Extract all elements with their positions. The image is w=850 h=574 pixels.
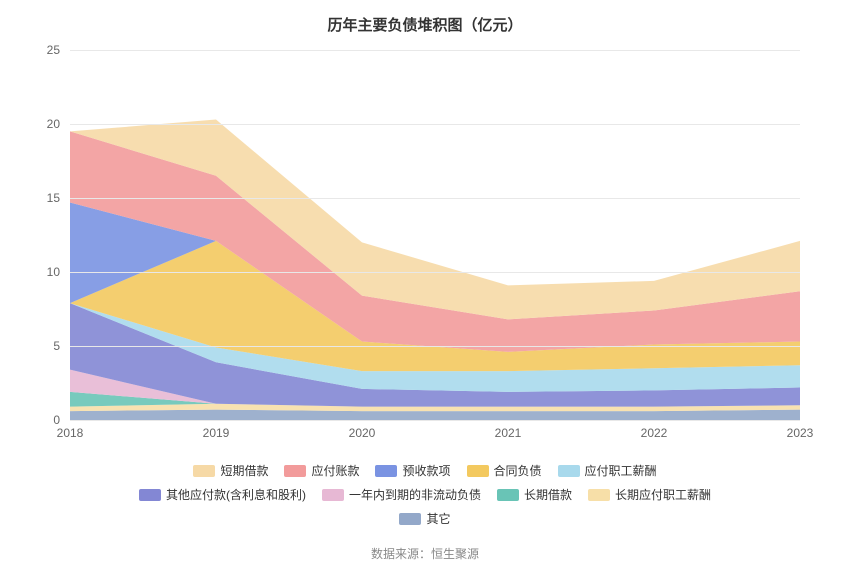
legend-label: 应付职工薪酬 <box>585 460 657 482</box>
legend-swatch <box>284 465 306 477</box>
chart-container: 历年主要负债堆积图（亿元） 05101520252018201920202021… <box>0 0 850 574</box>
legend-item[interactable]: 合同负债 <box>467 460 542 482</box>
legend-row: 短期借款 应付账款 预收款项 合同负债 应付职工薪酬 <box>0 460 850 484</box>
legend-label: 其它 <box>426 508 450 530</box>
legend-item[interactable]: 其他应付款(含利息和股利) <box>139 484 306 506</box>
y-tick-label: 10 <box>47 265 60 279</box>
legend-swatch <box>497 489 519 501</box>
y-tick-label: 0 <box>53 413 60 427</box>
legend-item[interactable]: 长期借款 <box>497 484 572 506</box>
legend-label: 预收款项 <box>402 460 450 482</box>
y-tick-label: 20 <box>47 117 60 131</box>
area-series <box>70 410 800 420</box>
legend-item[interactable]: 预收款项 <box>375 460 450 482</box>
grid-line <box>70 50 800 51</box>
legend-label: 合同负债 <box>494 460 542 482</box>
legend-swatch <box>399 513 421 525</box>
grid-line <box>70 346 800 347</box>
legend-label: 应付账款 <box>311 460 359 482</box>
grid-line <box>70 272 800 273</box>
legend-swatch <box>558 465 580 477</box>
legend-label: 长期借款 <box>524 484 572 506</box>
y-tick-label: 15 <box>47 191 60 205</box>
x-tick-label: 2022 <box>641 426 668 440</box>
legend-item[interactable]: 应付账款 <box>284 460 359 482</box>
legend-label: 一年内到期的非流动负债 <box>349 484 481 506</box>
x-tick-label: 2021 <box>495 426 522 440</box>
legend-swatch <box>322 489 344 501</box>
legend: 短期借款 应付账款 预收款项 合同负债 应付职工薪酬其他应付款(含利息和股利) 一年内到期… <box>0 460 850 532</box>
legend-item[interactable]: 短期借款 <box>193 460 268 482</box>
legend-swatch <box>467 465 489 477</box>
legend-item[interactable]: 应付职工薪酬 <box>558 460 657 482</box>
plot-area: 0510152025201820192020202120222023 <box>70 50 800 420</box>
legend-label: 其他应付款(含利息和股利) <box>166 484 306 506</box>
legend-label: 长期应付职工薪酬 <box>615 484 711 506</box>
legend-swatch <box>139 489 161 501</box>
y-tick-label: 25 <box>47 43 60 57</box>
x-tick-label: 2020 <box>349 426 376 440</box>
grid-line <box>70 198 800 199</box>
legend-row: 其它 <box>0 508 850 532</box>
x-tick-label: 2019 <box>203 426 230 440</box>
legend-swatch <box>193 465 215 477</box>
legend-swatch <box>588 489 610 501</box>
legend-row: 其他应付款(含利息和股利) 一年内到期的非流动负债 长期借款 长期应付职工薪酬 <box>0 484 850 508</box>
data-source: 数据来源：恒生聚源 <box>0 545 850 562</box>
y-tick-label: 5 <box>53 339 60 353</box>
legend-item[interactable]: 其它 <box>399 508 450 530</box>
chart-title: 历年主要负债堆积图（亿元） <box>0 0 850 35</box>
grid-line <box>70 420 800 421</box>
legend-item[interactable]: 长期应付职工薪酬 <box>588 484 711 506</box>
x-tick-label: 2023 <box>787 426 814 440</box>
legend-item[interactable]: 一年内到期的非流动负债 <box>322 484 481 506</box>
legend-swatch <box>375 465 397 477</box>
x-tick-label: 2018 <box>57 426 84 440</box>
legend-label: 短期借款 <box>220 460 268 482</box>
stacked-areas-svg <box>70 50 800 420</box>
grid-line <box>70 124 800 125</box>
